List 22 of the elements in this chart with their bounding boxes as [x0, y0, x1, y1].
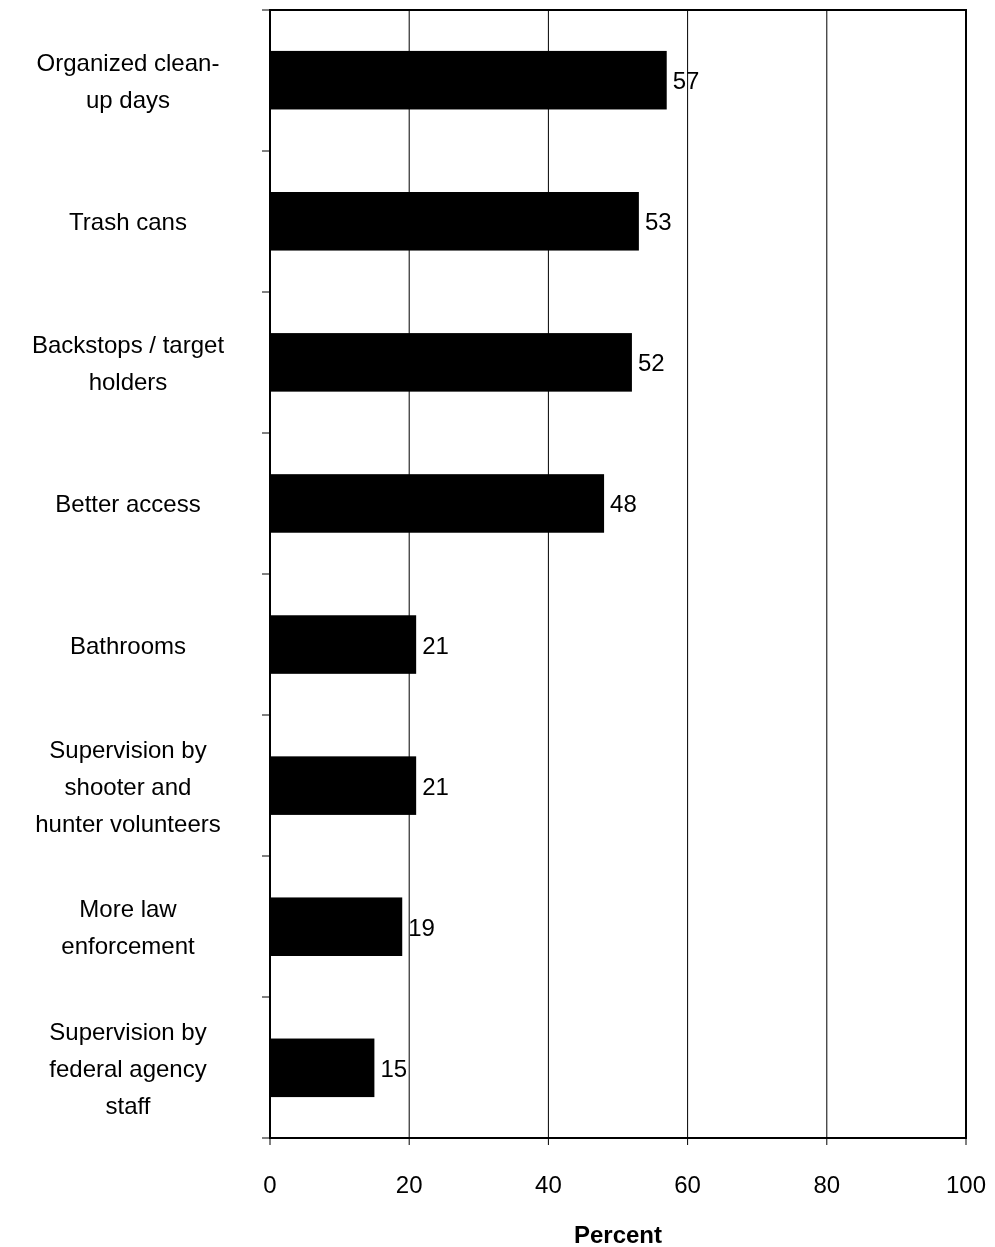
y-tick-label: More law enforcement	[61, 895, 196, 960]
y-tick-label: Supervision by federal agency staff	[49, 1017, 207, 1119]
x-axis-title: Percent	[573, 1221, 663, 1247]
y-tick-label: Organized clean- up days	[36, 48, 220, 113]
data-label: 53	[644, 208, 672, 236]
data-label: 52	[637, 349, 665, 377]
data-label: 48	[610, 490, 637, 518]
data-label: 15	[380, 1054, 408, 1082]
y-tick-label: Supervision by shooter and hunter volunteers	[35, 735, 221, 837]
y-tick-label: Bathrooms	[69, 631, 187, 659]
x-tick-label: 0	[263, 1171, 277, 1198]
x-tick-label: 20	[395, 1171, 423, 1198]
data-label: 21	[422, 631, 449, 659]
data-label: 21	[422, 772, 449, 800]
x-tick-label: 80	[813, 1171, 841, 1198]
x-tick-label: 60	[674, 1171, 701, 1198]
x-tick-label: 40	[535, 1171, 562, 1198]
y-tick-label: Better access	[55, 490, 201, 518]
x-tick-label: 100	[945, 1171, 987, 1198]
y-tick-label: Backstops / target holders	[31, 330, 225, 395]
data-label: 19	[408, 913, 435, 941]
y-tick-label: Trash cans	[69, 208, 187, 236]
